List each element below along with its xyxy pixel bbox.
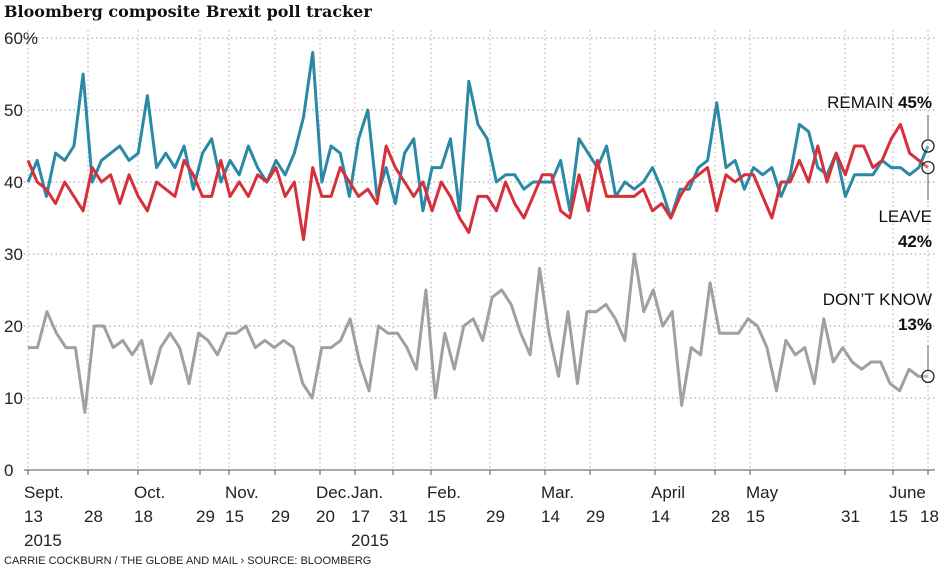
x-tick-day: 18 (134, 507, 153, 526)
x-tick-day: 28 (84, 507, 103, 526)
x-tick-day: 15 (746, 507, 765, 526)
endpoint-marker (921, 369, 935, 384)
x-tick-month: Nov. (225, 483, 259, 502)
x-tick-month: Oct. (134, 483, 165, 502)
dontknow-label: DON’T KNOW (823, 290, 932, 309)
x-tick-month: May (746, 483, 779, 502)
credit-line: CARRIE COCKBURN / THE GLOBE AND MAIL › S… (4, 555, 372, 567)
y-tick-label: 10 (4, 389, 23, 408)
x-tick-day: 17 (351, 507, 370, 526)
x-tick-day: 31 (389, 507, 408, 526)
x-tick-month: April (651, 483, 685, 502)
y-tick-label: 50 (4, 101, 23, 120)
y-tick-label: 40 (4, 173, 23, 192)
remain-label: REMAIN 45% (827, 93, 932, 112)
x-tick-month: June (889, 483, 926, 502)
x-tick-month: Feb. (427, 483, 461, 502)
x-tick-year: 2015 (351, 531, 389, 550)
x-tick-day: 29 (271, 507, 290, 526)
leave-label-part: LEAVE (878, 207, 932, 226)
series-line-dontknow (28, 252, 928, 414)
leave-label: LEAVE (878, 207, 932, 226)
x-tick-day: 29 (196, 507, 215, 526)
dontknow-label-part: DON’T KNOW (823, 290, 932, 309)
x-tick-day: 28 (711, 507, 730, 526)
x-tick-day: 15 (427, 507, 446, 526)
y-tick-label: 0 (4, 461, 13, 480)
x-tick-month: Mar. (541, 483, 574, 502)
dontknow-value: 13% (898, 315, 932, 334)
x-tick-day: 14 (651, 507, 670, 526)
x-tick-month: Dec. (316, 483, 351, 502)
endpoint-marker (921, 139, 935, 153)
leave-value-part: 42% (898, 232, 932, 251)
series-line-remain (26, 50, 930, 220)
remain-label-part: REMAIN (827, 93, 898, 112)
series-line-leave (26, 122, 929, 242)
remain-label-part: 45% (898, 93, 932, 112)
x-tick-day: 15 (889, 507, 908, 526)
x-tick-day: 18 (920, 507, 939, 526)
x-tick-day: 29 (486, 507, 505, 526)
x-tick-day: 14 (541, 507, 560, 526)
y-tick-label: 60% (4, 29, 38, 48)
x-tick-day: 20 (316, 507, 335, 526)
x-tick-day: 13 (24, 507, 43, 526)
x-tick-day: 29 (586, 507, 605, 526)
chart-title: Bloomberg composite Brexit poll tracker (4, 2, 372, 21)
x-tick-year: 2015 (24, 531, 62, 550)
x-tick-day: 15 (225, 507, 244, 526)
y-tick-label: 30 (4, 245, 23, 264)
y-tick-label: 20 (4, 317, 23, 336)
dontknow-value-part: 13% (898, 315, 932, 334)
endpoint-marker (921, 160, 935, 175)
x-tick-month: Jan. (351, 483, 383, 502)
x-tick-month: Sept. (24, 483, 64, 502)
x-tick-day: 31 (841, 507, 860, 526)
leave-value: 42% (898, 232, 932, 251)
